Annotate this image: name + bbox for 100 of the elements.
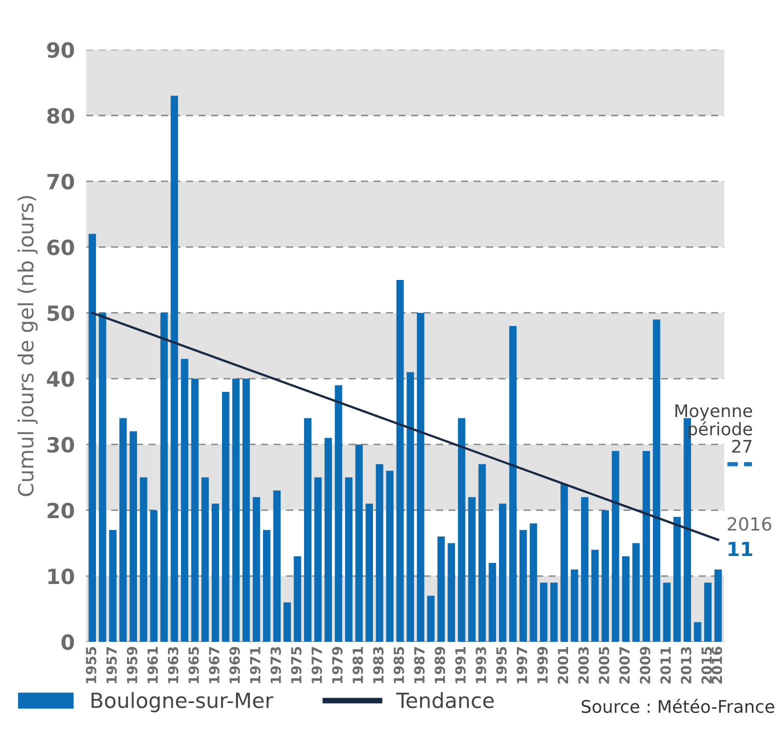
- bar: [109, 530, 116, 642]
- annotation: 2016: [728, 517, 772, 531]
- bar: [396, 280, 404, 642]
- bar: [406, 372, 414, 642]
- bar: [612, 451, 620, 642]
- legend-label: Boulogne-sur-Mer: [92, 692, 274, 712]
- bar: [98, 312, 106, 642]
- x-tick-label: 1971: [250, 646, 260, 684]
- x-tick-label: 1981: [352, 646, 364, 684]
- bar: [212, 504, 220, 642]
- bar: [560, 484, 568, 642]
- bar: [488, 562, 496, 642]
- x-tick-label: 1985: [394, 646, 404, 684]
- bar: [550, 582, 558, 642]
- y-tick-label: 50: [48, 305, 74, 322]
- x-tick-label: 1995: [496, 646, 507, 684]
- bar: [622, 556, 630, 642]
- y-axis-title: Cumul jours de gel (nb jours): [18, 196, 38, 496]
- bar: [468, 497, 476, 642]
- bar: [314, 477, 322, 642]
- bar: [478, 464, 486, 642]
- bar: [191, 378, 199, 642]
- bar: [673, 516, 681, 642]
- x-tick-label: 1989: [434, 646, 446, 684]
- bar: [294, 556, 302, 642]
- bar: [355, 444, 363, 642]
- bar: [324, 438, 332, 642]
- x-tick-label: 2003: [578, 647, 589, 684]
- bar: [170, 96, 178, 642]
- bar: [201, 477, 209, 642]
- bar: [242, 378, 250, 642]
- annotation: 11: [728, 542, 752, 556]
- bar: [150, 510, 158, 642]
- x-tick-label: 1983: [373, 647, 384, 684]
- bar: [304, 418, 312, 642]
- bar: [180, 358, 188, 642]
- bar: [663, 582, 671, 642]
- bar: [88, 234, 96, 642]
- x-tick-label: 1977: [312, 647, 322, 684]
- bar: [119, 418, 127, 642]
- bar: [632, 543, 640, 642]
- bar: [366, 504, 373, 642]
- bar: [714, 569, 722, 642]
- y-tick-label: 20: [48, 502, 74, 518]
- x-tick-label: 1975: [291, 646, 302, 684]
- y-tick-label: 60: [47, 240, 74, 256]
- bar: [519, 530, 527, 642]
- x-tick-label: 2007: [619, 647, 630, 684]
- x-tick-label: 1999: [537, 646, 548, 684]
- bar: [591, 550, 599, 642]
- x-tick-label: 1973: [270, 647, 281, 684]
- bar: [376, 464, 384, 642]
- x-tick-label: 1997: [516, 647, 528, 684]
- y-tick-label: 70: [47, 174, 74, 190]
- bar: [581, 497, 588, 642]
- x-tick-label: 1967: [208, 647, 220, 684]
- x-tick-label: 1969: [229, 646, 240, 684]
- bar: [458, 418, 466, 642]
- legend-label: Tendance: [396, 692, 494, 708]
- bar: [273, 490, 281, 642]
- bar: [509, 326, 517, 642]
- x-tick-label: 1993: [476, 647, 486, 684]
- bar: [334, 385, 342, 642]
- x-tick-label: 2013: [680, 647, 692, 684]
- bar: [540, 582, 548, 642]
- x-tick-label: 2015: [701, 646, 712, 684]
- bar: [232, 378, 240, 642]
- y-tick-label: 10: [48, 568, 74, 584]
- bar: [160, 312, 168, 642]
- bar: [704, 582, 712, 642]
- y-tick-label: 90: [47, 42, 74, 58]
- x-tick-label: 1959: [126, 646, 138, 684]
- bar: [694, 622, 702, 642]
- x-tick-label: 1979: [332, 646, 343, 684]
- x-tick-label: 1991: [455, 646, 466, 684]
- bar: [386, 470, 394, 642]
- bar: [570, 569, 578, 642]
- bar: [252, 497, 260, 642]
- bar: [530, 523, 538, 642]
- x-tick-label: 1957: [106, 647, 117, 684]
- bar: [222, 392, 230, 642]
- x-tick-label: 2005: [598, 646, 610, 684]
- y-tick-label: 40: [46, 371, 74, 387]
- x-tick-label: 1965: [188, 646, 199, 684]
- bar: [416, 312, 424, 642]
- x-tick-label: 2011: [660, 646, 671, 684]
- x-tick-label: 2001: [558, 646, 568, 684]
- bar: [448, 543, 456, 642]
- bar: [130, 431, 138, 642]
- y-tick-label: 0: [62, 634, 74, 650]
- bar: [642, 451, 650, 642]
- bar: [652, 319, 660, 642]
- x-tick-label: 1961: [147, 646, 158, 684]
- bar: [345, 477, 352, 642]
- x-tick-label: 2009: [640, 646, 650, 684]
- y-tick-label: 80: [47, 108, 74, 124]
- x-tick-label: 1987: [414, 647, 425, 684]
- x-tick-label: 1955: [86, 646, 96, 684]
- bar: [284, 602, 291, 642]
- source-note: Source : Météo-France: [582, 698, 774, 714]
